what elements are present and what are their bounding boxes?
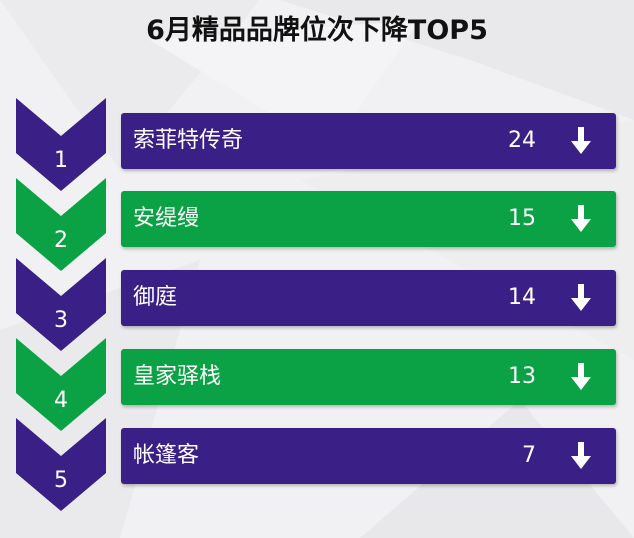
rank-chevron [16, 98, 106, 191]
arrow-down-icon [571, 284, 591, 311]
arrow-down-icon [571, 363, 591, 390]
brand-name: 皇家驿栈 [133, 364, 222, 389]
rank-drop-value: 15 [508, 206, 536, 231]
page-title: 6月精品品牌位次下降TOP5 [146, 15, 488, 46]
brand-row: 皇家驿栈 13 [121, 349, 616, 405]
rank-chevron [16, 258, 106, 351]
brand-row: 索菲特传奇 24 [121, 113, 616, 169]
rank-number: 5 [54, 468, 68, 493]
brand-name: 帐篷客 [133, 443, 200, 468]
rank-drop-value: 14 [508, 285, 536, 310]
rank-number: 1 [54, 148, 68, 173]
arrow-down-icon [571, 205, 591, 232]
arrow-down-icon [571, 442, 591, 469]
rank-drop-value: 7 [522, 443, 536, 468]
rank-chevron [16, 338, 106, 431]
brand-row: 安缇缦 15 [121, 191, 616, 247]
brand-row: 帐篷客 7 [121, 428, 616, 484]
rank-number: 3 [54, 308, 68, 333]
rank-number: 2 [54, 228, 68, 253]
rank-drop-value: 24 [508, 128, 536, 153]
rank-chevron [16, 418, 106, 511]
rank-number: 4 [54, 388, 68, 413]
brand-row: 御庭 14 [121, 270, 616, 326]
brand-name: 安缇缦 [133, 206, 200, 231]
brand-name: 御庭 [133, 285, 178, 310]
arrow-down-icon [571, 127, 591, 154]
brand-name: 索菲特传奇 [133, 128, 244, 153]
rank-chevron [16, 178, 106, 271]
rank-drop-value: 13 [508, 364, 536, 389]
